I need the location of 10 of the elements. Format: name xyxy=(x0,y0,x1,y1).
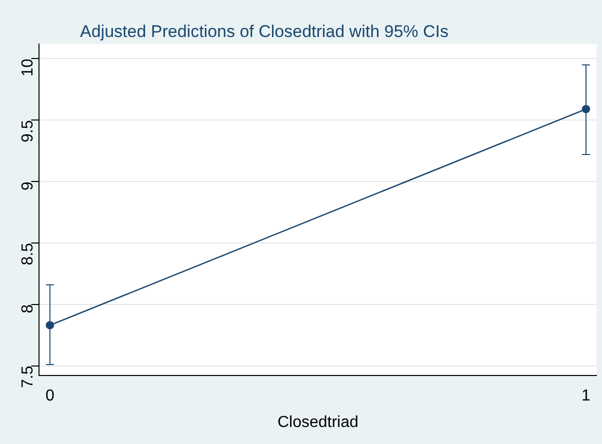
x-axis-title: Closedtriad xyxy=(277,414,358,431)
y-tick-label: 7.5 xyxy=(20,366,37,388)
y-tick-label: 8 xyxy=(20,304,37,314)
y-tick-label: 10 xyxy=(20,58,37,77)
y-tick-label: 8.5 xyxy=(20,242,37,266)
x-tick-label: 1 xyxy=(582,388,591,405)
chart-title: Adjusted Predictions of Closedtriad with 95% CIs xyxy=(80,22,449,42)
x-tick-label: 0 xyxy=(45,388,54,405)
y-tick-label: 9 xyxy=(20,181,37,190)
y-tick-label: 9.5 xyxy=(20,120,37,142)
